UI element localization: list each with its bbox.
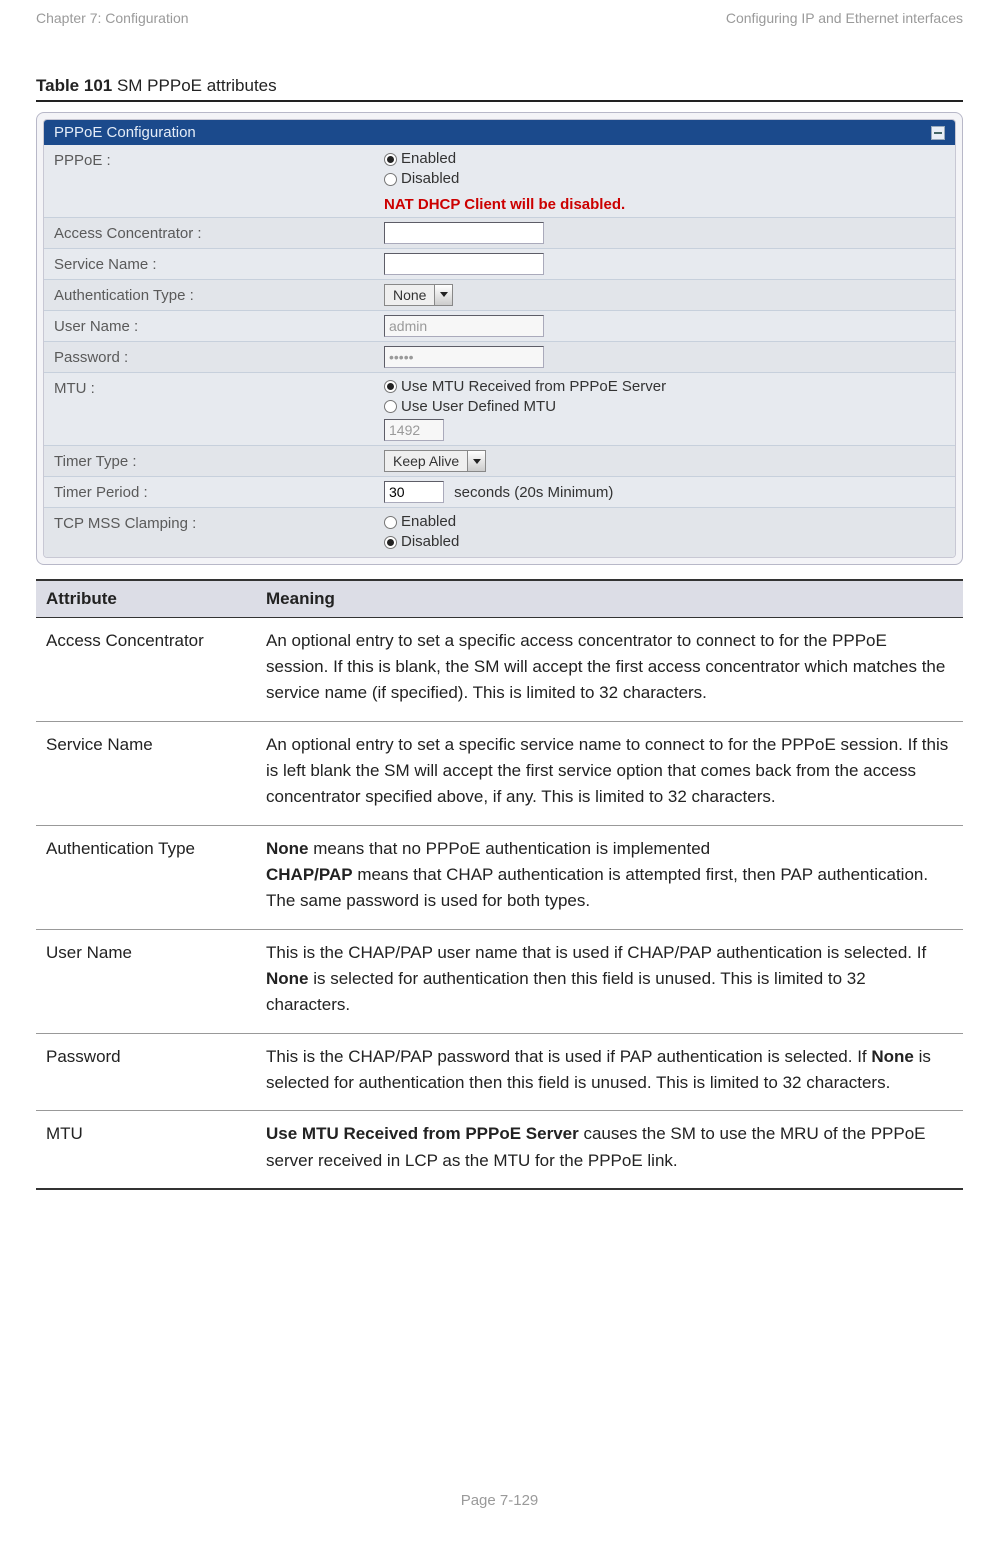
page-number: Page 7-129 — [461, 1492, 539, 1509]
header-left: Chapter 7: Configuration — [36, 10, 189, 26]
row-timer-type: Timer Type : Keep Alive — [44, 446, 955, 477]
cell-meaning: Use MTU Received from PPPoE Server cause… — [256, 1111, 963, 1189]
page-header: Chapter 7: Configuration Configuring IP … — [36, 10, 963, 26]
table-caption: Table 101 SM PPPoE attributes — [36, 76, 963, 96]
select-timer-type-value: Keep Alive — [385, 453, 467, 469]
row-timer-period: Timer Period : seconds (20s Minimum) — [44, 477, 955, 508]
label-service-name: Service Name : — [54, 253, 384, 273]
row-user-name: User Name : — [44, 311, 955, 342]
caption-rule — [36, 100, 963, 102]
radio-pppoe-disabled[interactable] — [384, 173, 397, 186]
radio-mtu-user[interactable] — [384, 400, 397, 413]
row-password: Password : — [44, 342, 955, 373]
cell-attribute: Service Name — [36, 721, 256, 825]
select-auth-type-value: None — [385, 287, 434, 303]
row-tcp-mss: TCP MSS Clamping : Enabled Disabled — [44, 508, 955, 557]
label-pppoe: PPPoE : — [54, 149, 384, 169]
opt-tcpmss-enabled: Enabled — [401, 512, 456, 532]
row-mtu: MTU : Use MTU Received from PPPoE Server… — [44, 373, 955, 447]
col-meaning: Meaning — [256, 580, 963, 618]
input-user-name — [384, 315, 544, 337]
row-auth-type: Authentication Type : None — [44, 280, 955, 311]
col-attribute: Attribute — [36, 580, 256, 618]
label-timer-type: Timer Type : — [54, 450, 384, 470]
table-row: Access ConcentratorAn optional entry to … — [36, 617, 963, 721]
input-access-concentrator[interactable] — [384, 222, 544, 244]
row-pppoe: PPPoE : Enabled Disabled NAT DHCP Client… — [44, 145, 955, 218]
label-user-name: User Name : — [54, 315, 384, 335]
table-number: Table 101 — [36, 76, 112, 95]
label-tcp-mss: TCP MSS Clamping : — [54, 512, 384, 532]
radio-tcpmss-disabled[interactable] — [384, 536, 397, 549]
cell-attribute: Password — [36, 1033, 256, 1111]
panel-title: PPPoE Configuration — [54, 124, 196, 141]
cell-meaning: An optional entry to set a specific serv… — [256, 721, 963, 825]
cell-meaning: This is the CHAP/PAP user name that is u… — [256, 929, 963, 1033]
opt-mtu-user: Use User Defined MTU — [401, 397, 556, 417]
opt-mtu-server: Use MTU Received from PPPoE Server — [401, 377, 666, 397]
table-title: SM PPPoE attributes — [112, 76, 276, 95]
cell-meaning: None means that no PPPoE authentication … — [256, 825, 963, 929]
cell-attribute: Authentication Type — [36, 825, 256, 929]
input-service-name[interactable] — [384, 253, 544, 275]
radio-tcpmss-enabled[interactable] — [384, 516, 397, 529]
opt-pppoe-disabled: Disabled — [401, 169, 459, 189]
collapse-icon[interactable] — [931, 126, 945, 140]
label-auth-type: Authentication Type : — [54, 284, 384, 304]
row-access-concentrator: Access Concentrator : — [44, 218, 955, 249]
panel-titlebar: PPPoE Configuration — [44, 120, 955, 145]
cell-attribute: Access Concentrator — [36, 617, 256, 721]
input-timer-period[interactable] — [384, 481, 444, 503]
row-service-name: Service Name : — [44, 249, 955, 280]
label-timer-period: Timer Period : — [54, 481, 384, 501]
pppoe-warning: NAT DHCP Client will be disabled. — [384, 196, 945, 213]
config-screenshot: PPPoE Configuration PPPoE : Enabled Disa… — [36, 112, 963, 565]
table-row: User NameThis is the CHAP/PAP user name … — [36, 929, 963, 1033]
opt-tcpmss-disabled: Disabled — [401, 532, 459, 552]
page-footer: Page 7-129 — [0, 1492, 999, 1509]
opt-pppoe-enabled: Enabled — [401, 149, 456, 169]
header-right: Configuring IP and Ethernet interfaces — [726, 10, 963, 26]
table-row: MTUUse MTU Received from PPPoE Server ca… — [36, 1111, 963, 1189]
cell-attribute: MTU — [36, 1111, 256, 1189]
cell-meaning: This is the CHAP/PAP password that is us… — [256, 1033, 963, 1111]
label-access-concentrator: Access Concentrator : — [54, 222, 384, 242]
attributes-table: Attribute Meaning Access ConcentratorAn … — [36, 579, 963, 1191]
radio-pppoe-enabled[interactable] — [384, 153, 397, 166]
table-row: Service NameAn optional entry to set a s… — [36, 721, 963, 825]
timer-period-suffix: seconds (20s Minimum) — [454, 484, 613, 501]
label-mtu: MTU : — [54, 377, 384, 397]
cell-attribute: User Name — [36, 929, 256, 1033]
input-mtu-user — [384, 419, 444, 441]
select-auth-type[interactable]: None — [384, 284, 453, 306]
label-password: Password : — [54, 346, 384, 366]
cell-meaning: An optional entry to set a specific acce… — [256, 617, 963, 721]
table-row: Authentication TypeNone means that no PP… — [36, 825, 963, 929]
input-password — [384, 346, 544, 368]
chevron-down-icon — [467, 451, 485, 471]
select-timer-type[interactable]: Keep Alive — [384, 450, 486, 472]
radio-mtu-server[interactable] — [384, 380, 397, 393]
table-row: PasswordThis is the CHAP/PAP password th… — [36, 1033, 963, 1111]
chevron-down-icon — [434, 285, 452, 305]
